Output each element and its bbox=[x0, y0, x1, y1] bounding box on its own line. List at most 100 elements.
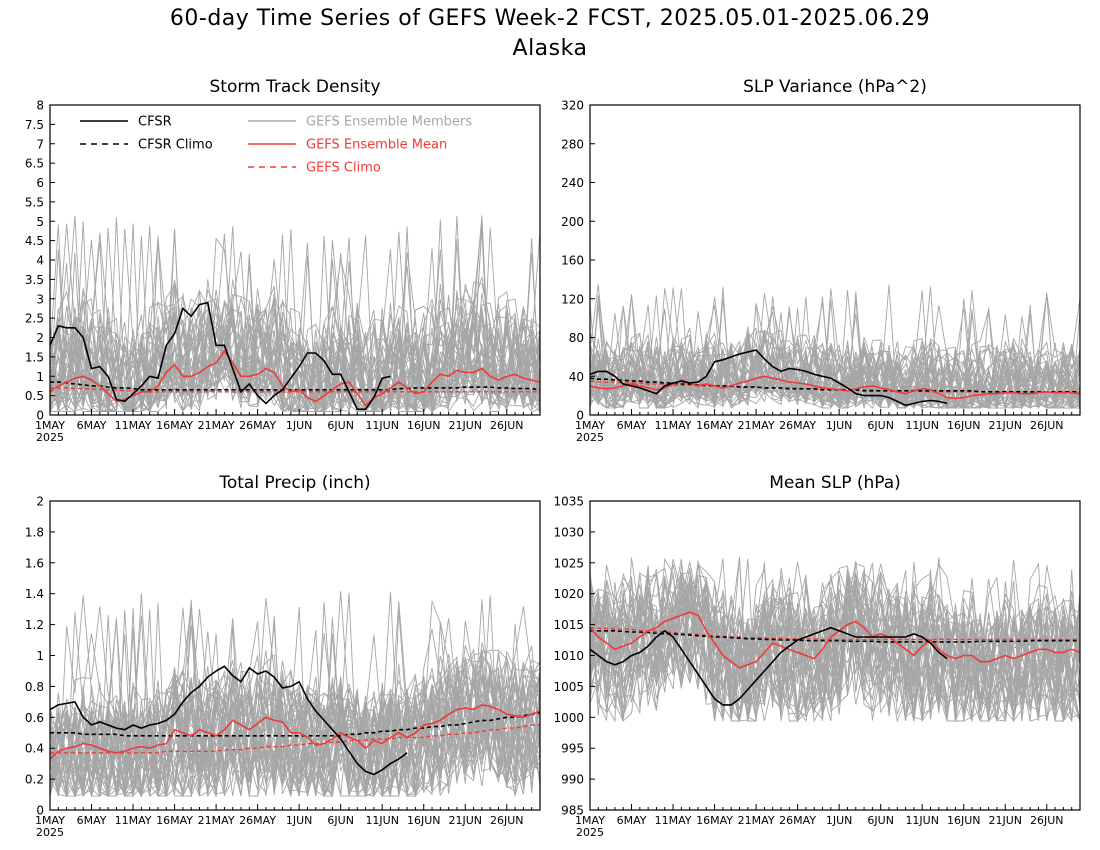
ensemble-member-line bbox=[590, 304, 1080, 409]
y-tick-label: 1035 bbox=[553, 495, 584, 509]
x-tick-label: 6JUN bbox=[327, 419, 354, 432]
series-line-gefs-ensemble-mean bbox=[589, 375, 1081, 400]
ensemble-member-line bbox=[50, 664, 540, 794]
legend: CFSR CFSR Climo GEFS Ensemble Members GEFS … bbox=[80, 115, 472, 176]
x-tick-label: 16MAY bbox=[696, 814, 733, 827]
x-tick-label: 1MAY bbox=[575, 419, 605, 432]
x-tick-label: 11MAY bbox=[115, 419, 152, 432]
ensemble-member-line bbox=[50, 217, 540, 414]
series-line-cfsr-climo bbox=[50, 711, 541, 737]
y-tick-label: 2 bbox=[36, 331, 44, 345]
y-tick-label: 1.4 bbox=[25, 587, 44, 601]
y-tick-label: 7 bbox=[36, 137, 44, 151]
series-line-cfsr-climo bbox=[590, 629, 1080, 643]
y-tick-label: 8 bbox=[36, 99, 44, 113]
figure-subtitle: Alaska bbox=[512, 36, 588, 61]
x-year-label: 2025 bbox=[576, 826, 604, 839]
panel-title: Storm Track Density bbox=[209, 77, 380, 97]
ensemble-member-line bbox=[50, 233, 540, 413]
y-tick-label: 5 bbox=[36, 215, 44, 229]
y-tick-label: 3.5 bbox=[25, 273, 44, 287]
chart-panel-3: Total Precip (inch) 0 0.2 0.4 0.6 0.8 1 1.2 1.4 1… bbox=[25, 473, 541, 839]
ensemble-member-line bbox=[50, 633, 540, 798]
x-tick-label: 16JUN bbox=[947, 419, 981, 432]
legend-label: GEFS Ensemble Mean bbox=[306, 138, 447, 153]
x-tick-label: 1JUN bbox=[826, 419, 853, 432]
y-tick-label: 1.6 bbox=[25, 556, 44, 570]
ensemble-member-line bbox=[50, 241, 540, 413]
ensemble-member-line bbox=[590, 568, 1080, 723]
ensemble-member-line bbox=[50, 599, 540, 797]
y-tick-label: 1015 bbox=[553, 618, 584, 632]
x-tick-label: 26JUN bbox=[1030, 814, 1064, 827]
ensemble-member-line bbox=[590, 294, 1080, 409]
y-tick-label: 1020 bbox=[553, 587, 584, 601]
legend-label: GEFS Climo bbox=[306, 161, 381, 176]
x-tick-label: 26JUN bbox=[1030, 419, 1064, 432]
x-tick-label: 1JUN bbox=[286, 814, 313, 827]
y-tick-label: 1.8 bbox=[25, 525, 44, 539]
y-tick-label: 0.5 bbox=[25, 389, 44, 403]
x-tick-label: 6MAY bbox=[77, 419, 107, 432]
y-tick-label: 80 bbox=[569, 331, 584, 345]
x-tick-label: 6JUN bbox=[867, 419, 894, 432]
y-tick-label: 995 bbox=[561, 742, 584, 756]
x-tick-label: 16JUN bbox=[947, 814, 981, 827]
ensemble-member-line bbox=[590, 293, 1080, 410]
y-tick-label: 0 bbox=[36, 409, 44, 423]
x-tick-label: 26MAY bbox=[239, 814, 276, 827]
y-tick-label: 0.2 bbox=[25, 773, 44, 787]
y-tick-label: 2.5 bbox=[25, 312, 44, 326]
x-tick-label: 26MAY bbox=[239, 419, 276, 432]
x-tick-label: 26MAY bbox=[779, 419, 816, 432]
y-tick-label: 40 bbox=[569, 370, 584, 384]
y-tick-label: 0 bbox=[36, 804, 44, 818]
ensemble-member-line bbox=[50, 304, 540, 414]
y-tick-label: 990 bbox=[561, 773, 584, 787]
x-tick-label: 16JUN bbox=[407, 814, 441, 827]
ensemble-member-line bbox=[50, 597, 540, 797]
ensemble-members bbox=[590, 284, 1080, 410]
ensemble-member-line bbox=[50, 621, 540, 797]
y-tick-label: 4.5 bbox=[25, 234, 44, 248]
ensemble-member-line bbox=[50, 645, 540, 797]
y-tick-label: 1010 bbox=[553, 649, 584, 663]
ensemble-members bbox=[50, 591, 540, 798]
x-year-label: 2025 bbox=[576, 431, 604, 444]
x-tick-label: 16MAY bbox=[696, 419, 733, 432]
x-tick-label: 21JUN bbox=[448, 419, 482, 432]
ensemble-member-line bbox=[50, 595, 540, 797]
y-tick-label: 280 bbox=[561, 137, 584, 151]
ensemble-member-line bbox=[590, 560, 1080, 713]
x-tick-label: 21JUN bbox=[448, 814, 482, 827]
x-tick-label: 11JUN bbox=[365, 419, 399, 432]
y-tick-label: 2 bbox=[36, 495, 44, 509]
x-tick-label: 16MAY bbox=[156, 419, 193, 432]
ensemble-member-line bbox=[590, 290, 1080, 410]
series-line-cfsr bbox=[49, 665, 408, 776]
x-year-label: 2025 bbox=[36, 826, 64, 839]
x-tick-label: 1JUN bbox=[286, 419, 313, 432]
panel-title: Total Precip (inch) bbox=[218, 473, 370, 493]
x-tick-label: 6MAY bbox=[617, 419, 647, 432]
x-tick-label: 21MAY bbox=[198, 419, 235, 432]
panel-title: Mean SLP (hPa) bbox=[769, 473, 901, 493]
ensemble-member-line bbox=[50, 673, 540, 798]
series-line-gefs-ensemble-mean bbox=[589, 611, 1081, 669]
y-tick-label: 5.5 bbox=[25, 195, 44, 209]
y-tick-label: 1 bbox=[36, 370, 44, 384]
chart-panel-4: Mean SLP (hPa) 985 990 995 1000 1005 1010 1015 1… bbox=[553, 473, 1081, 839]
y-tick-label: 4 bbox=[36, 254, 44, 268]
ensemble-member-line bbox=[590, 557, 1080, 723]
x-tick-label: 26JUN bbox=[490, 419, 524, 432]
y-tick-label: 1.5 bbox=[25, 350, 44, 364]
series-line-gefs-climo bbox=[50, 387, 540, 393]
series-line-cfsr bbox=[589, 349, 948, 407]
ensemble-member-line bbox=[50, 252, 540, 413]
y-tick-label: 3 bbox=[36, 292, 44, 306]
x-year-label: 2025 bbox=[36, 431, 64, 444]
y-tick-label: 240 bbox=[561, 176, 584, 190]
ensemble-member-line bbox=[50, 223, 540, 413]
figure-title: 60-day Time Series of GEFS Week-2 FCST, … bbox=[169, 6, 931, 31]
